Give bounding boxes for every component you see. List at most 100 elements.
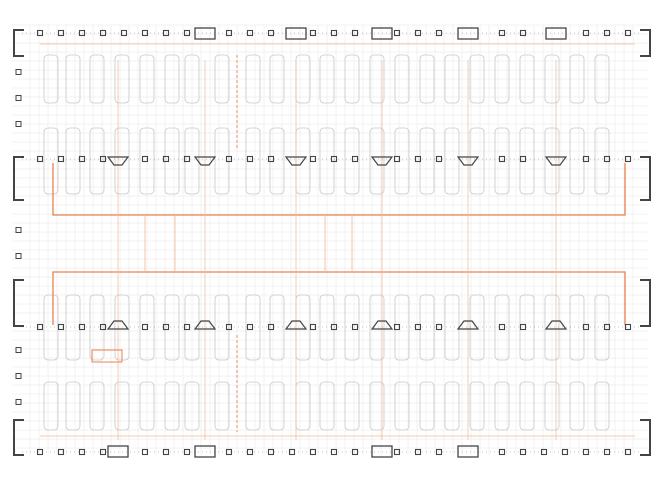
column-square (414, 323, 422, 331)
parking-stall (184, 381, 200, 431)
column-square (351, 448, 359, 456)
parking-stall (114, 54, 130, 104)
parking-stall (444, 54, 460, 104)
column-square (15, 253, 22, 259)
beam-fixture (456, 320, 480, 330)
parking-stall (214, 294, 230, 361)
column-square (330, 323, 338, 331)
door-opening (285, 27, 307, 40)
parking-stall (344, 381, 360, 431)
column-square (246, 448, 254, 456)
parking-stall (139, 54, 155, 104)
column-square (351, 323, 359, 331)
parking-stall (65, 54, 81, 104)
column-square (435, 29, 443, 37)
end-wall-bracket (640, 279, 651, 327)
route-band-top (52, 163, 626, 216)
parking-stall (245, 381, 261, 431)
parking-stall (394, 54, 410, 104)
parking-stall (89, 54, 105, 104)
column-square (582, 323, 590, 331)
parking-stall (494, 54, 510, 104)
end-wall-bracket (640, 156, 651, 201)
parking-stall (544, 127, 560, 195)
parking-stall (544, 381, 560, 431)
parking-stall (43, 381, 59, 431)
highlight-box (91, 349, 123, 363)
door-opening (371, 445, 393, 458)
end-wall-bracket (640, 419, 651, 456)
parking-stall (89, 381, 105, 431)
beam-fixture (456, 156, 480, 166)
parking-stall (344, 127, 360, 195)
parking-stall (269, 381, 285, 431)
column-square (15, 227, 22, 233)
column-square (78, 448, 86, 456)
beam-fixture (284, 320, 308, 330)
parking-stall (494, 381, 510, 431)
beam-fixture (370, 320, 394, 330)
parking-stall (139, 381, 155, 431)
column-square (498, 448, 506, 456)
orange-route-lines (40, 43, 635, 440)
parking-stall (369, 127, 385, 195)
column-square (582, 29, 590, 37)
parking-stall (214, 381, 230, 431)
column-square (267, 29, 275, 37)
column-square (99, 323, 107, 331)
beam-fixture (193, 320, 217, 330)
column-square (162, 448, 170, 456)
parking-stall (494, 294, 510, 361)
beam-fixture (106, 156, 130, 166)
column-square (519, 323, 527, 331)
parking-stall (245, 54, 261, 104)
column-square (246, 323, 254, 331)
column-square (603, 155, 611, 163)
parking-stall (469, 381, 485, 431)
column-square (414, 29, 422, 37)
parking-stall (245, 127, 261, 195)
column-square (519, 29, 527, 37)
column-square (99, 29, 107, 37)
column-square (162, 29, 170, 37)
door-opening (107, 445, 129, 458)
column-square (435, 448, 443, 456)
beam-fixture (106, 320, 130, 330)
door-opening (194, 445, 216, 458)
column-square (246, 155, 254, 163)
column-square (267, 155, 275, 163)
column-square (267, 323, 275, 331)
parking-stall (245, 294, 261, 361)
parking-stall (394, 381, 410, 431)
column-square (498, 155, 506, 163)
end-wall-bracket (13, 29, 24, 57)
parking-stall (469, 127, 485, 195)
parking-stall (519, 381, 535, 431)
parking-stall (494, 127, 510, 195)
column-square (330, 155, 338, 163)
column-square (183, 155, 191, 163)
parking-stall (544, 54, 560, 104)
parking-stall (469, 294, 485, 361)
parking-stall (164, 54, 180, 104)
end-wall-bracket (13, 156, 24, 201)
column-square (162, 155, 170, 163)
column-square (78, 323, 86, 331)
column-square (15, 373, 22, 379)
beam-fixture (370, 156, 394, 166)
parking-stall (344, 54, 360, 104)
column-square (351, 29, 359, 37)
column-square (78, 155, 86, 163)
parking-stall (569, 54, 585, 104)
column-square (498, 29, 506, 37)
parking-stall (594, 381, 610, 431)
column-square (603, 29, 611, 37)
column-square (351, 155, 359, 163)
parking-stall (369, 54, 385, 104)
parking-stall (164, 381, 180, 431)
beam-fixture (284, 156, 308, 166)
column-square (582, 448, 590, 456)
end-wall-bracket (13, 279, 24, 327)
